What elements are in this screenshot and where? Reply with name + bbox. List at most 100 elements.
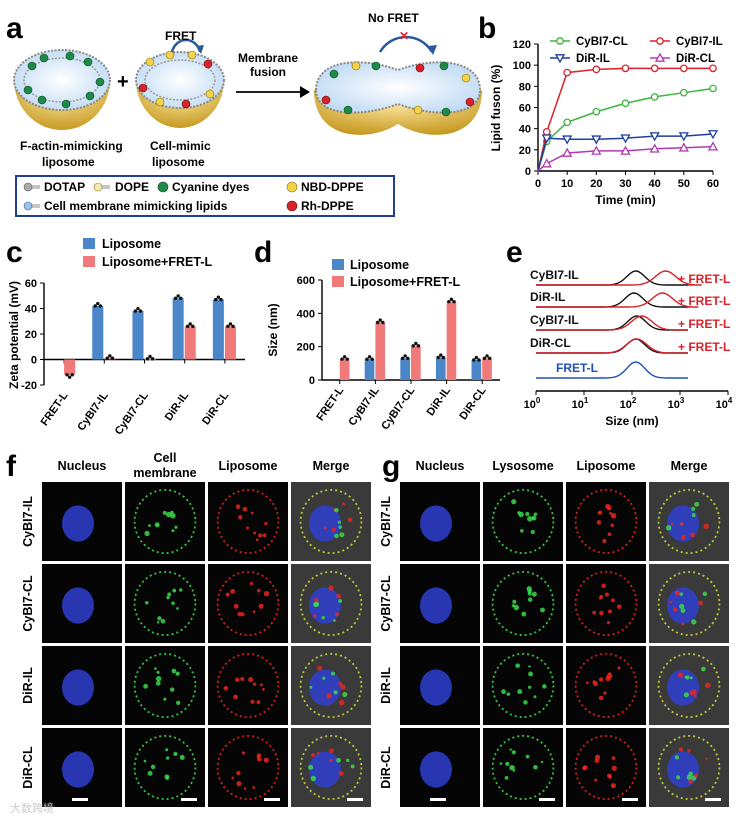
f-image-puncta — [342, 692, 348, 698]
replicate-dot — [449, 297, 454, 301]
replicate-dot — [365, 357, 369, 361]
y-tick-label: 600 — [297, 275, 315, 287]
chart-b: 0 20 40 60 80 100 120 0 10 20 30 40 50 60 Lipid fuson … — [489, 36, 723, 207]
g-column-header: Nucleus — [416, 459, 465, 473]
f-image-puncta — [155, 680, 161, 686]
g-image-ring — [657, 653, 721, 719]
g-image-puncta — [505, 761, 510, 766]
g-image-puncta — [691, 513, 696, 518]
g-image-puncta — [689, 676, 693, 680]
f-image-puncta — [326, 693, 332, 699]
f-image-ring — [216, 571, 280, 637]
legend-swatch-Liposome — [332, 259, 344, 270]
g-image-nucleus — [420, 751, 452, 788]
g-column-header: Merge — [671, 459, 708, 473]
g-image-puncta — [606, 621, 611, 625]
g-image-puncta — [602, 538, 607, 544]
g-image-nucleus — [420, 505, 452, 542]
bar-Liposome-DiR-IL — [435, 357, 446, 380]
f-image-puncta — [233, 603, 239, 609]
membrane-fusion-label-1: Membrane — [238, 51, 298, 65]
legend-label-Liposome+FRET-L: Liposome+FRET-L — [102, 255, 212, 269]
replicate-dot — [219, 297, 223, 302]
x-tick-label: 102 — [620, 396, 637, 411]
f-image-nucleus — [309, 587, 341, 624]
g-image-puncta — [520, 528, 524, 533]
dls-curve-with-fret-l — [536, 270, 702, 286]
g-image-background — [566, 482, 646, 561]
g-image-puncta — [605, 503, 611, 510]
f-image-puncta — [223, 685, 229, 691]
data-point-CyBI7-CL — [679, 88, 688, 97]
g-image-puncta — [585, 681, 589, 685]
data-point-DiR-IL — [620, 134, 631, 144]
g-image-puncta — [582, 765, 587, 771]
replicate-dot — [482, 356, 487, 361]
g-image-puncta — [530, 529, 535, 535]
y-axis-label: Lipid fuson (%) — [489, 65, 503, 152]
g-image-puncta — [688, 771, 693, 777]
f-image-puncta — [144, 530, 150, 537]
x-tick-label: 30 — [619, 178, 631, 190]
bar-Liposome+FRET-L-CyBI7-IL — [375, 322, 386, 380]
g-image-puncta — [540, 760, 544, 764]
f-image-puncta — [156, 670, 160, 675]
legend-cell-lipids: Cell membrane mimicking lipids — [44, 199, 228, 213]
g-image-ring — [491, 653, 555, 719]
f-column-header: membrane — [133, 466, 196, 480]
replicate-dot — [136, 306, 140, 311]
category-label: FRET-L — [39, 390, 71, 429]
f-image-puncta — [166, 511, 172, 518]
bar-Liposome-DiR-IL — [172, 298, 184, 360]
f-image-puncta — [246, 526, 250, 530]
f-image-puncta — [150, 764, 156, 770]
f-image-puncta — [179, 588, 183, 592]
f-image-puncta — [240, 676, 245, 681]
replicate-dot — [188, 322, 192, 326]
bar-Liposome+FRET-L-CyBI7-CL — [144, 358, 156, 361]
g-image-puncta — [594, 758, 600, 764]
g-image-puncta — [527, 597, 533, 602]
category-label: DiR-CL — [457, 385, 488, 423]
y-tick-label: 120 — [513, 39, 531, 51]
f-image-puncta — [241, 751, 246, 755]
f-image-puncta — [166, 595, 170, 600]
x-tick-label: 100 — [524, 396, 541, 411]
legend-marker-CyBI7-IL — [656, 37, 664, 45]
bar-Liposome-CyBI7-IL — [92, 305, 104, 360]
g-image-puncta — [679, 603, 685, 609]
f-image-puncta — [342, 502, 346, 506]
g-image-puncta — [703, 523, 709, 530]
x-tick-label: 0 — [535, 178, 541, 190]
replicate-dot — [216, 295, 221, 299]
legend-nbd: NBD-DPPE — [301, 180, 364, 194]
scale-bar — [539, 798, 555, 801]
f-image-puncta — [154, 667, 157, 670]
replicate-dot — [340, 357, 344, 361]
f-image-puncta — [314, 597, 319, 603]
legend-dope: DOPE — [115, 180, 149, 194]
g-image-puncta — [693, 694, 697, 698]
scale-bar — [72, 798, 88, 801]
f-image-puncta — [338, 525, 342, 529]
f-image-background — [125, 646, 205, 725]
replicate-dot — [179, 296, 183, 300]
data-point-DiR-CL — [678, 142, 689, 152]
replicate-dot — [173, 296, 178, 300]
f-image-puncta — [311, 753, 315, 758]
data-point-CyBI7-IL — [679, 64, 688, 73]
scale-bar — [622, 798, 638, 801]
g-image-background — [483, 564, 563, 643]
f-image-puncta — [176, 607, 179, 610]
g-image-puncta — [528, 665, 531, 668]
f-image-puncta — [179, 754, 185, 761]
g-image-puncta — [610, 512, 617, 519]
f-image-puncta — [333, 690, 338, 695]
f-image-puncta — [309, 685, 313, 689]
f-image-puncta — [258, 603, 264, 609]
f-image-puncta — [331, 527, 336, 532]
g-image-puncta — [509, 764, 515, 771]
g-image-puncta — [688, 779, 693, 784]
replicate-dot — [342, 355, 347, 359]
g-image-puncta — [616, 604, 622, 610]
